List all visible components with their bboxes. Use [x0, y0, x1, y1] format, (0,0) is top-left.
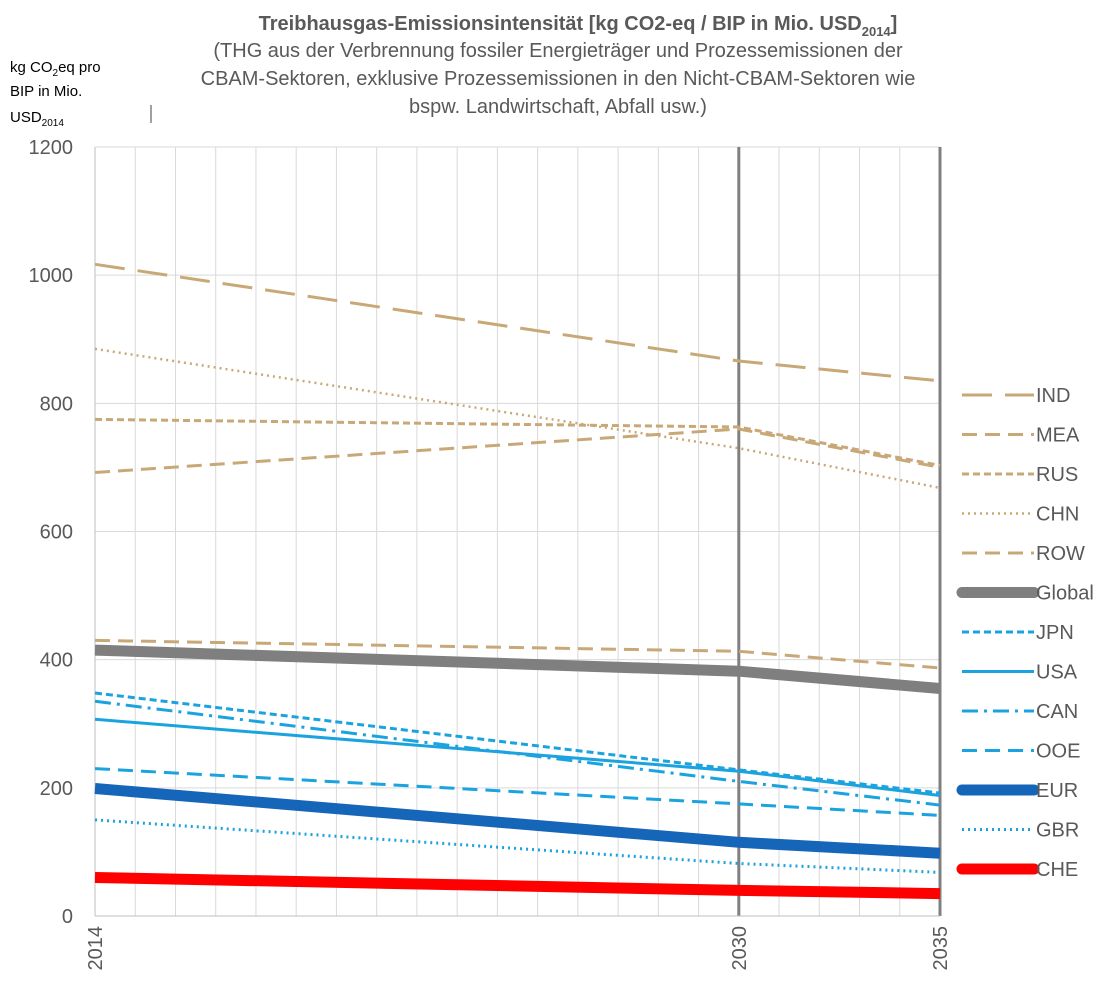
- reference-lines: [737, 147, 942, 916]
- legend-label-row: ROW: [1036, 543, 1085, 565]
- y-tick-label: 1000: [29, 265, 74, 287]
- series-line-ooe: [94, 767, 941, 817]
- chart-subtitle-line-1: (THG aus der Verbrennung fossiler Energi…: [213, 40, 903, 62]
- legend-label-global: Global: [1036, 583, 1094, 605]
- x-tick-label: 2030: [729, 926, 751, 971]
- series-line-che: [94, 872, 941, 900]
- legend-label-ooe: OOE: [1036, 741, 1080, 763]
- legend-label-rus: RUS: [1036, 464, 1078, 486]
- y-axis-label-line-1: kg CO2eq pro: [10, 59, 101, 79]
- series-line-can: [94, 699, 941, 807]
- legend-label-gbr: GBR: [1036, 820, 1079, 842]
- legend-label-che: CHE: [1036, 859, 1078, 881]
- y-tick-label: 800: [40, 393, 73, 415]
- y-tick-label: 400: [40, 650, 73, 672]
- series-line-global: [94, 644, 941, 694]
- series-line-jpn: [94, 691, 941, 795]
- chart-title: Treibhausgas-Emissionsintensität [kg CO2…: [259, 13, 898, 39]
- series-lines: [94, 262, 941, 900]
- y-axis-label-line-2: BIP in Mio.: [10, 83, 82, 100]
- legend-label-jpn: JPN: [1036, 622, 1074, 644]
- y-tick-label: 0: [62, 906, 73, 928]
- series-line-mea: [94, 427, 941, 474]
- legend-label-eur: EUR: [1036, 780, 1078, 802]
- y-tick-label: 600: [40, 522, 73, 544]
- series-line-usa: [94, 717, 941, 797]
- series-line-row: [94, 638, 941, 670]
- series-line-eur: [94, 783, 941, 859]
- series-line-chn: [94, 347, 941, 490]
- series-line-ind: [94, 262, 941, 383]
- y-tick-label: 200: [40, 778, 73, 800]
- x-tick-label: 2014: [85, 926, 107, 971]
- axes: 0 200 400 600 800 1000 1200 2014 2030 2035: [29, 137, 953, 971]
- series-line-rus: [94, 417, 941, 467]
- y-tick-label: 1200: [29, 137, 74, 159]
- chart-subtitle-line-3: bspw. Landwirtschaft, Abfall usw.): [409, 96, 707, 118]
- legend-label-mea: MEA: [1036, 425, 1080, 447]
- legend-label-ind: IND: [1036, 385, 1070, 407]
- legend: IND MEA RUS CHN ROW Global JPN USA CAN OOE EUR GBR C…: [956, 385, 1094, 881]
- legend-label-usa: USA: [1036, 662, 1078, 684]
- y-axis-label-line-3: USD2014: [10, 109, 64, 129]
- chart-subtitle-line-2: CBAM-Sektoren, exklusive Prozessemission…: [201, 68, 916, 90]
- legend-label-chn: CHN: [1036, 504, 1079, 526]
- legend-label-can: CAN: [1036, 701, 1078, 723]
- x-tick-label: 2035: [930, 926, 952, 971]
